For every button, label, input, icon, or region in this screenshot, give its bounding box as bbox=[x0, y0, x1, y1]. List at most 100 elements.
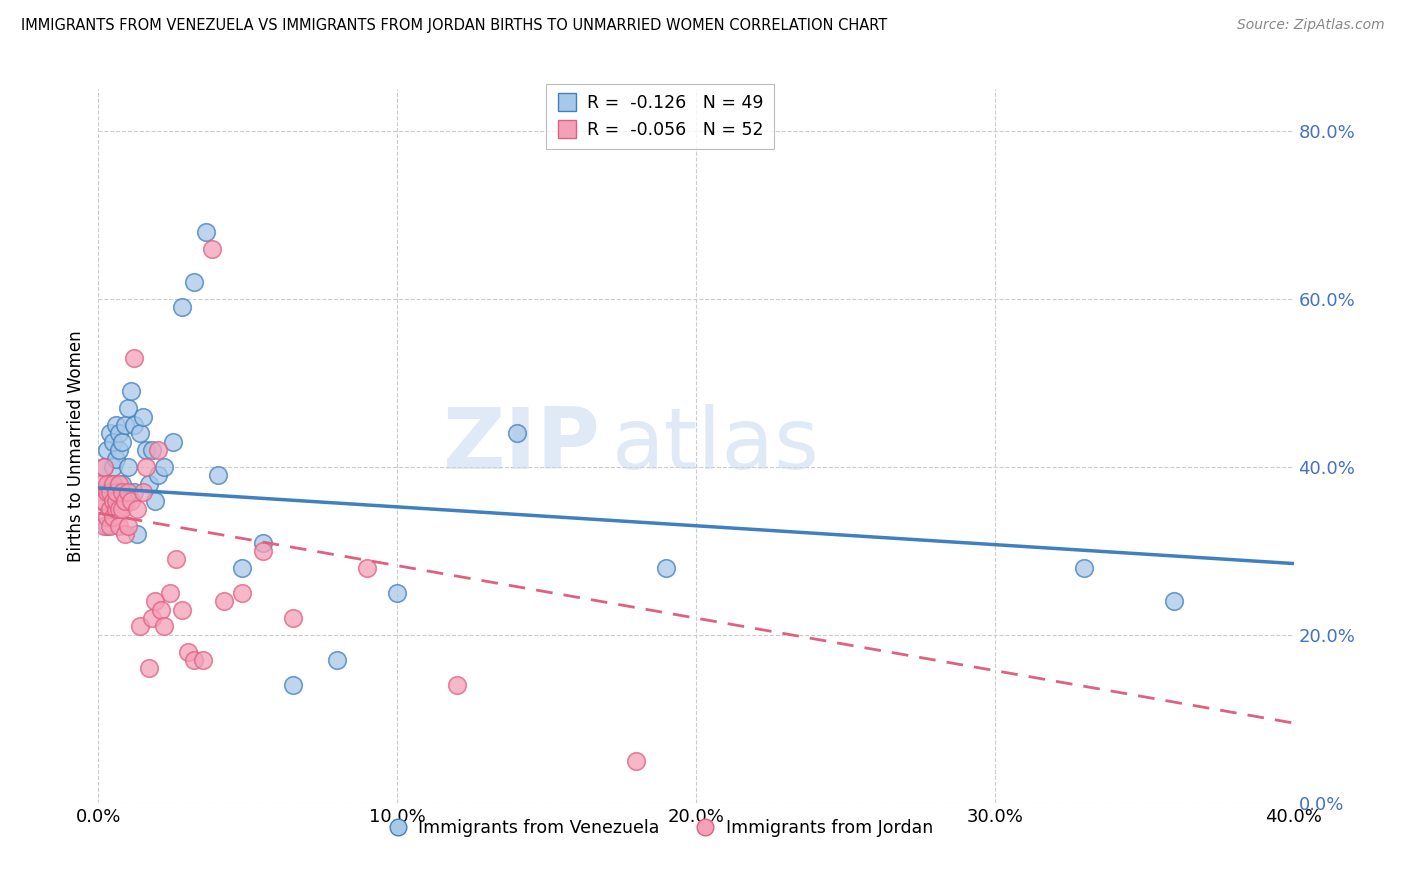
Point bbox=[93, 493, 115, 508]
Point bbox=[132, 485, 155, 500]
Point bbox=[103, 434, 125, 449]
Point bbox=[96, 510, 118, 524]
Point bbox=[153, 619, 176, 633]
Point bbox=[93, 460, 115, 475]
Point bbox=[138, 661, 160, 675]
Legend: Immigrants from Venezuela, Immigrants from Jordan: Immigrants from Venezuela, Immigrants fr… bbox=[380, 813, 941, 844]
Y-axis label: Births to Unmarried Women: Births to Unmarried Women bbox=[66, 330, 84, 562]
Point bbox=[98, 518, 122, 533]
Point bbox=[93, 518, 115, 533]
Point bbox=[108, 476, 131, 491]
Point bbox=[111, 434, 134, 449]
Point bbox=[98, 502, 122, 516]
Point bbox=[183, 653, 205, 667]
Point bbox=[356, 560, 378, 574]
Point bbox=[105, 485, 128, 500]
Point bbox=[148, 443, 170, 458]
Point bbox=[108, 443, 131, 458]
Point bbox=[159, 586, 181, 600]
Point bbox=[96, 485, 118, 500]
Text: ZIP: ZIP bbox=[443, 404, 600, 488]
Point bbox=[103, 460, 125, 475]
Point bbox=[114, 493, 136, 508]
Point bbox=[124, 351, 146, 365]
Point bbox=[103, 485, 125, 500]
Point bbox=[117, 485, 139, 500]
Point bbox=[105, 451, 128, 466]
Point bbox=[127, 527, 149, 541]
Point bbox=[148, 468, 170, 483]
Point bbox=[111, 502, 134, 516]
Point bbox=[195, 225, 218, 239]
Point bbox=[1073, 560, 1095, 574]
Point bbox=[98, 476, 122, 491]
Text: atlas: atlas bbox=[613, 404, 820, 488]
Point bbox=[172, 603, 194, 617]
Point bbox=[108, 493, 131, 508]
Point bbox=[120, 384, 142, 399]
Point bbox=[96, 476, 118, 491]
Text: Source: ZipAtlas.com: Source: ZipAtlas.com bbox=[1237, 18, 1385, 32]
Point bbox=[385, 586, 409, 600]
Point bbox=[117, 460, 139, 475]
Point bbox=[141, 443, 163, 458]
Point bbox=[117, 518, 139, 533]
Point bbox=[114, 527, 136, 541]
Point bbox=[162, 434, 184, 449]
Point bbox=[93, 460, 115, 475]
Point bbox=[108, 426, 131, 441]
Point bbox=[212, 594, 235, 608]
Point bbox=[1163, 594, 1185, 608]
Point bbox=[281, 678, 304, 692]
Point bbox=[90, 485, 112, 500]
Point bbox=[231, 586, 253, 600]
Point bbox=[129, 619, 152, 633]
Point bbox=[626, 754, 648, 768]
Point bbox=[105, 502, 128, 516]
Point bbox=[120, 493, 142, 508]
Point bbox=[103, 476, 125, 491]
Point bbox=[183, 275, 205, 289]
Point bbox=[124, 417, 146, 432]
Point bbox=[114, 417, 136, 432]
Point bbox=[231, 560, 253, 574]
Point bbox=[138, 476, 160, 491]
Point bbox=[252, 544, 274, 558]
Point bbox=[105, 493, 128, 508]
Point bbox=[103, 510, 125, 524]
Point bbox=[252, 535, 274, 549]
Point bbox=[98, 426, 122, 441]
Point bbox=[153, 460, 176, 475]
Point bbox=[143, 594, 166, 608]
Point bbox=[150, 603, 173, 617]
Point bbox=[127, 502, 149, 516]
Point bbox=[117, 401, 139, 416]
Point bbox=[141, 611, 163, 625]
Point bbox=[105, 417, 128, 432]
Point bbox=[191, 653, 214, 667]
Point bbox=[93, 493, 115, 508]
Point bbox=[177, 645, 200, 659]
Point bbox=[172, 301, 194, 315]
Text: IMMIGRANTS FROM VENEZUELA VS IMMIGRANTS FROM JORDAN BIRTHS TO UNMARRIED WOMEN CO: IMMIGRANTS FROM VENEZUELA VS IMMIGRANTS … bbox=[21, 18, 887, 33]
Point bbox=[105, 485, 128, 500]
Point bbox=[96, 485, 118, 500]
Point bbox=[96, 518, 118, 533]
Point bbox=[90, 493, 112, 508]
Point bbox=[281, 611, 304, 625]
Point bbox=[207, 468, 229, 483]
Point bbox=[114, 493, 136, 508]
Point bbox=[165, 552, 187, 566]
Point bbox=[111, 485, 134, 500]
Point bbox=[96, 443, 118, 458]
Point bbox=[143, 493, 166, 508]
Point bbox=[108, 518, 131, 533]
Point bbox=[98, 485, 122, 500]
Point bbox=[506, 426, 529, 441]
Point bbox=[446, 678, 468, 692]
Point bbox=[108, 502, 131, 516]
Point bbox=[135, 443, 157, 458]
Point bbox=[201, 242, 224, 256]
Point bbox=[129, 426, 152, 441]
Point bbox=[655, 560, 678, 574]
